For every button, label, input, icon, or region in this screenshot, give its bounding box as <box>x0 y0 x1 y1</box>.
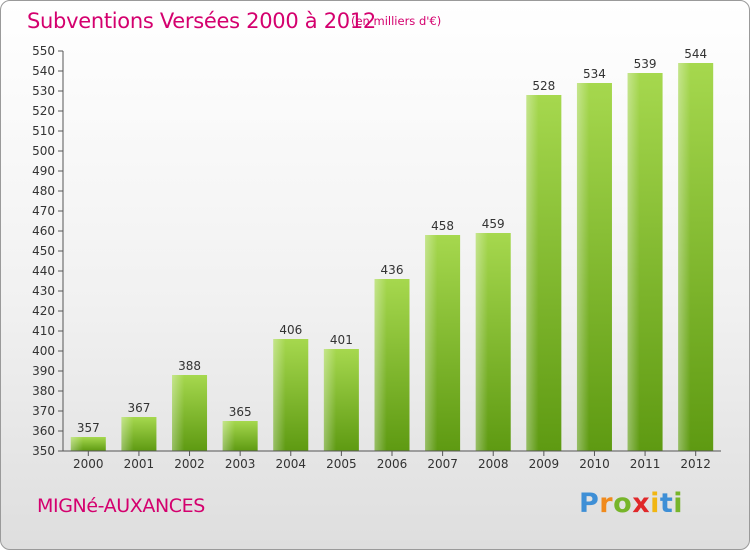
y-tick-label: 470 <box>32 204 55 218</box>
bar-shine-2002 <box>172 375 185 451</box>
data-label-2000: 357 <box>77 421 100 435</box>
y-tick-label: 540 <box>32 64 55 78</box>
y-tick-label: 400 <box>32 344 55 358</box>
data-label-2011: 539 <box>634 57 657 71</box>
y-tick-label: 510 <box>32 124 55 138</box>
x-tick-label-2009: 2009 <box>529 457 560 471</box>
bar-shine-2000 <box>70 437 84 451</box>
logo-letter: o <box>613 488 633 519</box>
x-tick-label-2011: 2011 <box>630 457 661 471</box>
bar-shine-2005 <box>323 349 337 451</box>
data-label-2012: 544 <box>684 47 707 61</box>
bar-shine-2006 <box>374 279 387 451</box>
data-label-2010: 534 <box>583 67 606 81</box>
data-label-2009: 528 <box>532 79 555 93</box>
x-axis: 2000 2001 2002 2003 2004 2005 2006 2007 2008 2009… <box>63 450 721 471</box>
y-tick-label: 390 <box>32 364 55 378</box>
logo-letter: t <box>659 488 674 519</box>
x-tick-label-2008: 2008 <box>478 457 509 471</box>
data-label-2002: 388 <box>178 359 201 373</box>
logo-letter: i <box>650 488 660 519</box>
bar-shine-2004 <box>273 339 286 451</box>
x-tick-label-2003: 2003 <box>225 457 256 471</box>
logo-letter: r <box>599 488 614 519</box>
logo-letter: i <box>673 488 684 519</box>
y-tick-label: 370 <box>32 404 55 418</box>
x-tick-label-2004: 2004 <box>275 457 306 471</box>
chart-title: Subventions Versées 2000 à 2012 <box>27 9 376 33</box>
x-tick-label-2007: 2007 <box>427 457 458 471</box>
y-tick-label: 360 <box>32 424 55 438</box>
y-tick-label: 350 <box>32 444 55 458</box>
y-tick-label: 500 <box>32 144 55 158</box>
bar-shine-2008 <box>475 233 488 451</box>
data-label-2005: 401 <box>330 333 353 347</box>
x-tick-label-2012: 2012 <box>680 457 711 471</box>
commune-name: MIGNé-AUXANCES <box>37 495 205 517</box>
y-tick-label: 430 <box>32 284 55 298</box>
data-label-2006: 436 <box>381 263 404 277</box>
x-tick-label-2000: 2000 <box>73 457 104 471</box>
data-label-2007: 458 <box>431 219 454 233</box>
y-tick-label: 420 <box>32 304 55 318</box>
bar-shine-2007 <box>425 235 438 451</box>
y-tick-label: 550 <box>32 44 55 58</box>
x-tick-label-2010: 2010 <box>579 457 610 471</box>
logo-letter: P <box>579 488 600 519</box>
bar-shine-2011 <box>627 73 640 451</box>
data-label-2008: 459 <box>482 217 505 231</box>
bar-shine-2003 <box>222 421 235 451</box>
y-axis: 350 360 370 380 390 400 410 420 430 440 450 460 470 4… <box>32 44 64 458</box>
y-tick-label: 530 <box>32 84 55 98</box>
bar-shine-2009 <box>526 95 539 451</box>
unit-note: (en milliers d'€) <box>351 14 442 28</box>
bar-shine-2012 <box>678 63 691 451</box>
x-tick-label-2001: 2001 <box>124 457 155 471</box>
y-tick-label: 410 <box>32 324 55 338</box>
y-tick-label: 490 <box>32 164 55 178</box>
data-label-2004: 406 <box>279 323 302 337</box>
y-tick-label: 460 <box>32 224 55 238</box>
bars-group: 357 367 388 365 406 401 436 458 459 528 534 539 544 <box>70 47 714 451</box>
y-tick-label: 520 <box>32 104 55 118</box>
x-tick-label-2002: 2002 <box>174 457 205 471</box>
y-tick-label: 450 <box>32 244 55 258</box>
x-tick-label-2006: 2006 <box>377 457 408 471</box>
bar-shine-2010 <box>576 83 590 451</box>
proxiti-logo[interactable]: Proxiti <box>579 488 683 519</box>
y-tick-label: 380 <box>32 384 55 398</box>
bar-shine-2001 <box>121 417 134 451</box>
y-tick-label: 480 <box>32 184 55 198</box>
y-tick-label: 440 <box>32 264 55 278</box>
x-tick-label-2005: 2005 <box>326 457 357 471</box>
data-label-2001: 367 <box>127 401 150 415</box>
logo-letter: x <box>632 488 651 519</box>
data-label-2003: 365 <box>229 405 252 419</box>
